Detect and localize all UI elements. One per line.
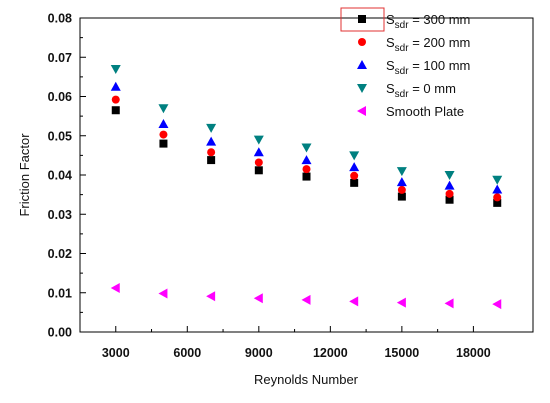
- data-point-series-3: [158, 118, 169, 128]
- data-point-series-1: [302, 172, 311, 181]
- x-axis-title: Reynolds Number: [254, 372, 359, 387]
- data-markers: [110, 65, 503, 310]
- data-point-series-1: [350, 178, 359, 187]
- x-tick-label: 12000: [313, 346, 348, 360]
- legend-label-series-2: Ssdr = 200 mm: [386, 35, 470, 54]
- x-tick-label: 3000: [102, 346, 130, 360]
- data-point-series-5: [158, 288, 168, 299]
- y-tick-label: 0.00: [48, 326, 72, 340]
- data-point-series-1: [445, 195, 454, 204]
- y-tick-label: 0.05: [48, 129, 72, 143]
- legend-label-series-3: Ssdr = 100 mm: [386, 58, 470, 77]
- data-point-series-1: [207, 156, 216, 165]
- data-point-series-2: [254, 158, 263, 167]
- data-point-series-2: [302, 165, 311, 174]
- data-point-series-3: [206, 136, 217, 146]
- y-axis: 0.00 0.01 0.02 0.03 0.04 0.05 0.06 0.07 0.08: [48, 12, 86, 340]
- x-tick-label: 15000: [384, 346, 419, 360]
- data-point-series-1: [111, 106, 120, 115]
- data-point-series-5: [492, 299, 502, 310]
- legend-marker-series-3: [357, 60, 367, 69]
- y-tick-label: 0.01: [48, 286, 72, 300]
- data-point-series-4: [253, 135, 264, 145]
- y-tick-label: 0.03: [48, 208, 72, 222]
- data-point-series-2: [111, 95, 120, 104]
- data-point-series-3: [444, 180, 455, 190]
- x-tick-label: 9000: [245, 346, 273, 360]
- y-tick-label: 0.07: [48, 51, 72, 65]
- data-point-series-4: [158, 104, 169, 114]
- y-tick-label: 0.02: [48, 247, 72, 261]
- data-point-series-2: [207, 148, 216, 157]
- y-tick-label: 0.08: [48, 12, 72, 26]
- legend-marker-series-5: [357, 106, 366, 116]
- data-point-series-3: [110, 81, 121, 91]
- legend: Ssdr = 300 mm Ssdr = 200 mm Ssdr = 100 mm S…: [340, 7, 470, 119]
- data-point-series-1: [254, 166, 263, 175]
- x-axis: 3000 6000 9000 12000 15000 18000: [102, 326, 491, 360]
- data-point-series-4: [349, 151, 360, 161]
- legend-marker-series-2: [358, 38, 366, 46]
- legend-label-series-4: Ssdr = 0 mm: [386, 81, 456, 100]
- data-point-series-5: [110, 283, 120, 294]
- data-point-series-4: [396, 167, 407, 177]
- data-point-series-4: [444, 171, 455, 180]
- data-point-series-2: [445, 189, 454, 198]
- data-point-series-5: [349, 296, 359, 307]
- x-tick-label: 6000: [173, 346, 201, 360]
- data-point-series-4: [206, 123, 217, 133]
- y-tick-label: 0.04: [48, 169, 72, 183]
- data-point-series-4: [492, 175, 503, 185]
- data-point-series-3: [301, 155, 312, 165]
- legend-label-series-5: Smooth Plate: [386, 104, 464, 119]
- data-point-series-4: [110, 65, 121, 75]
- data-point-series-2: [397, 185, 406, 194]
- data-point-series-2: [493, 193, 502, 202]
- data-point-series-1: [397, 192, 406, 201]
- data-point-series-2: [350, 171, 359, 180]
- data-point-series-5: [206, 291, 216, 302]
- data-point-series-3: [492, 184, 503, 194]
- y-tick-label: 0.06: [48, 90, 72, 104]
- legend-marker-series-4: [357, 84, 367, 93]
- data-point-series-5: [444, 298, 454, 309]
- x-tick-label: 18000: [456, 346, 491, 360]
- data-point-series-3: [349, 162, 360, 172]
- data-point-series-3: [396, 177, 407, 187]
- data-point-series-1: [159, 139, 168, 148]
- data-point-series-3: [253, 147, 264, 157]
- data-point-series-5: [301, 294, 311, 305]
- legend-label-series-1: Ssdr = 300 mm: [386, 12, 470, 31]
- y-axis-title: Friction Factor: [17, 133, 32, 217]
- legend-marker-series-1: [358, 15, 366, 23]
- data-point-series-2: [159, 130, 168, 139]
- data-point-series-5: [396, 297, 406, 308]
- data-point-series-5: [253, 293, 263, 304]
- data-point-series-4: [301, 143, 312, 153]
- legend-highlight-box: [340, 7, 385, 32]
- data-point-series-1: [493, 198, 502, 207]
